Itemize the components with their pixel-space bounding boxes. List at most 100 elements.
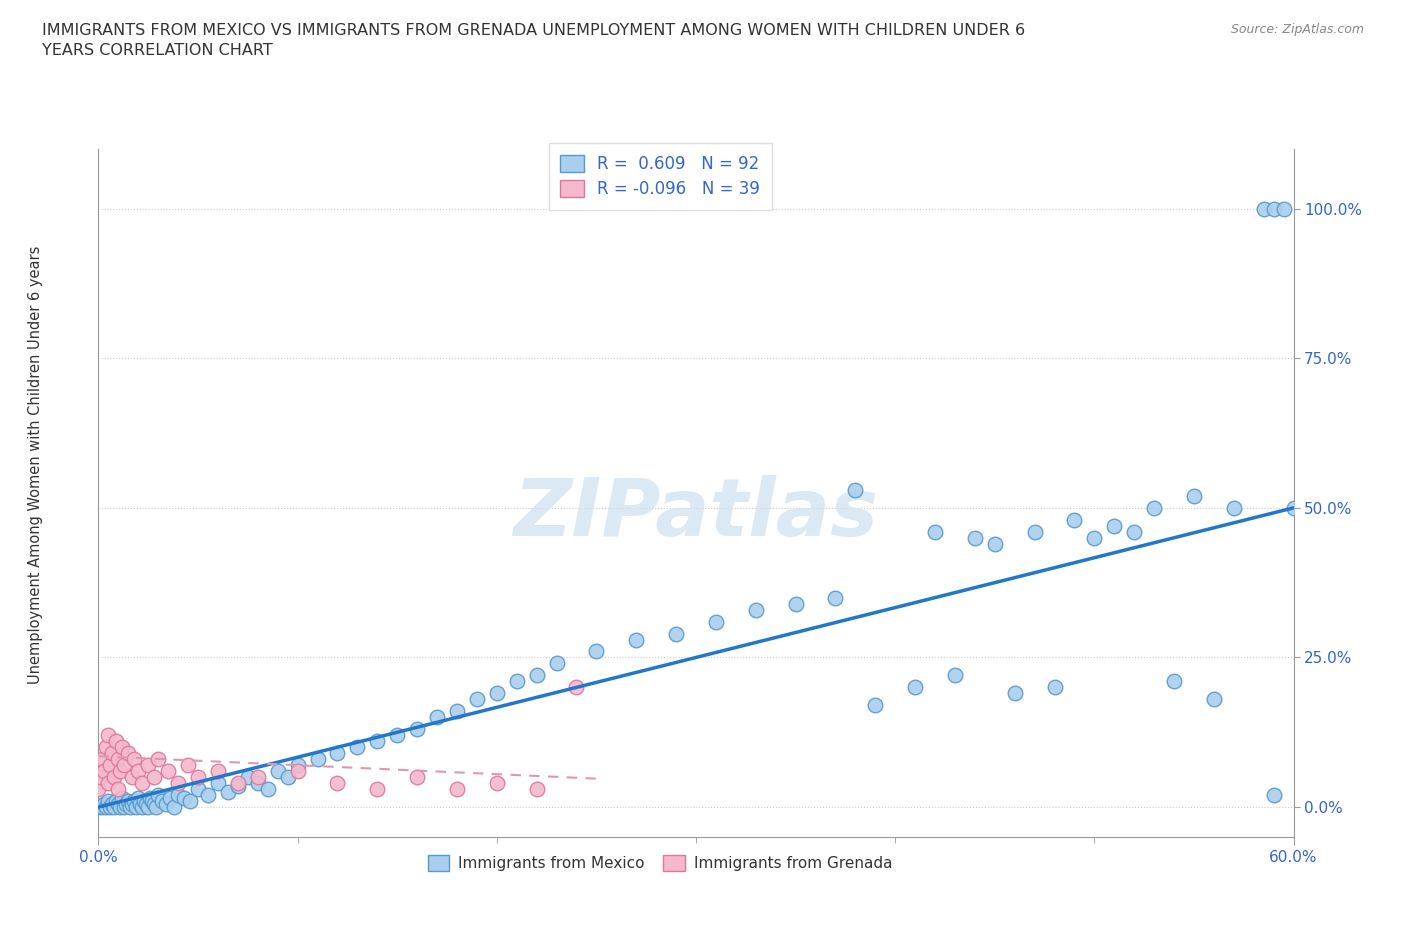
Point: [97, 728, 120, 743]
Point: [385, 728, 409, 743]
Point: [117, 793, 139, 808]
Point: [98, 800, 122, 815]
Point: [127, 764, 149, 778]
Point: [155, 797, 177, 812]
Point: [167, 788, 190, 803]
Point: [665, 626, 688, 641]
Point: [207, 764, 229, 778]
Point: [277, 770, 299, 785]
Point: [87, 800, 110, 815]
Point: [111, 790, 134, 805]
Point: [526, 668, 548, 683]
Point: [1083, 530, 1105, 545]
Point: [1163, 674, 1185, 689]
Point: [110, 800, 132, 815]
Point: [1263, 201, 1285, 216]
Point: [246, 776, 269, 790]
Point: [145, 800, 167, 815]
Point: [124, 751, 146, 766]
Point: [135, 797, 157, 812]
Point: [107, 751, 129, 766]
Point: [150, 793, 173, 808]
Point: [115, 797, 138, 812]
Point: [745, 602, 768, 617]
Point: [103, 770, 125, 785]
Point: [112, 758, 135, 773]
Point: [267, 764, 290, 778]
Point: [110, 764, 132, 778]
Point: [326, 776, 349, 790]
Point: [585, 644, 607, 659]
Point: [1104, 518, 1126, 533]
Point: [91, 800, 114, 815]
Point: [366, 734, 388, 749]
Point: [626, 632, 648, 647]
Point: [127, 790, 149, 805]
Point: [148, 751, 170, 766]
Point: [136, 758, 159, 773]
Point: [96, 739, 118, 754]
Point: [865, 698, 887, 712]
Point: [187, 770, 209, 785]
Point: [1223, 500, 1246, 515]
Point: [236, 770, 259, 785]
Point: [93, 764, 115, 778]
Point: [326, 746, 349, 761]
Legend: Immigrants from Mexico, Immigrants from Grenada: Immigrants from Mexico, Immigrants from …: [422, 849, 898, 878]
Point: [287, 764, 309, 778]
Point: [246, 770, 269, 785]
Point: [129, 797, 152, 812]
Point: [139, 790, 162, 805]
Point: [173, 790, 195, 805]
Point: [446, 704, 468, 719]
Point: [143, 770, 166, 785]
Point: [143, 797, 166, 812]
Point: [117, 746, 139, 761]
Point: [103, 800, 125, 815]
Point: [785, 596, 807, 611]
Point: [121, 797, 143, 812]
Point: [107, 782, 129, 797]
Point: [1004, 686, 1026, 701]
Point: [121, 770, 143, 785]
Point: [207, 776, 229, 790]
Point: [1143, 500, 1166, 515]
Point: [112, 800, 135, 815]
Point: [506, 674, 529, 689]
Point: [465, 692, 488, 707]
Point: [1024, 525, 1046, 539]
Point: [98, 758, 122, 773]
Point: [446, 782, 468, 797]
Text: ZIPatlas: ZIPatlas: [513, 474, 879, 552]
Point: [307, 751, 329, 766]
Point: [131, 776, 153, 790]
Point: [904, 680, 927, 695]
Point: [366, 782, 388, 797]
Text: Unemployment Among Women with Children Under 6 years: Unemployment Among Women with Children U…: [28, 246, 42, 684]
Point: [111, 739, 134, 754]
Point: [924, 525, 946, 539]
Point: [844, 483, 866, 498]
Point: [1253, 201, 1275, 216]
Point: [485, 776, 508, 790]
Point: [93, 797, 115, 812]
Point: [187, 782, 209, 797]
Point: [157, 764, 180, 778]
Point: [97, 776, 120, 790]
Point: [426, 710, 449, 724]
Point: [120, 800, 142, 815]
Point: [406, 722, 429, 737]
Point: [1272, 201, 1295, 216]
Point: [167, 776, 190, 790]
Point: [134, 793, 156, 808]
Point: [1282, 500, 1305, 515]
Point: [159, 790, 181, 805]
Point: [179, 793, 201, 808]
Point: [105, 734, 128, 749]
Point: [287, 758, 309, 773]
Point: [131, 800, 153, 815]
Point: [1123, 525, 1146, 539]
Point: [546, 656, 568, 671]
Point: [1202, 692, 1225, 707]
Point: [406, 770, 429, 785]
